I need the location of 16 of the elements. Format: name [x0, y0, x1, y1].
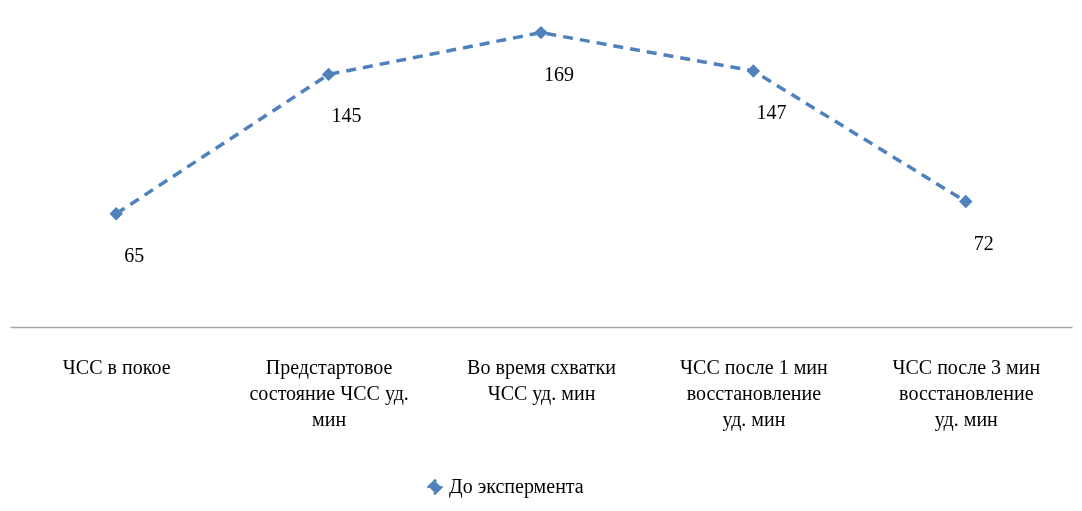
- x-tick-label: Во время схватки ЧСС уд. мин: [467, 355, 617, 405]
- data-label: 147: [756, 100, 787, 123]
- data-label: 65: [124, 243, 145, 266]
- data-label: 169: [544, 62, 574, 85]
- point: [534, 25, 548, 40]
- point: [321, 67, 336, 82]
- legend-label: До экспермента: [449, 475, 584, 498]
- point: [959, 194, 973, 209]
- point: [109, 207, 123, 221]
- x-tick-label: ЧСС после 1 мин восстановление уд. мин: [680, 355, 829, 431]
- point: [746, 64, 761, 78]
- x-tick-label: ЧСС после 3 мин восстановление уд. мин: [892, 355, 1041, 431]
- x-tick-label: Предстартовое состояние ЧСС уд. мин: [249, 355, 409, 430]
- x-tick-label: ЧСС в покое: [62, 355, 171, 378]
- data-label: 145: [331, 104, 362, 127]
- data-label: 72: [973, 231, 994, 254]
